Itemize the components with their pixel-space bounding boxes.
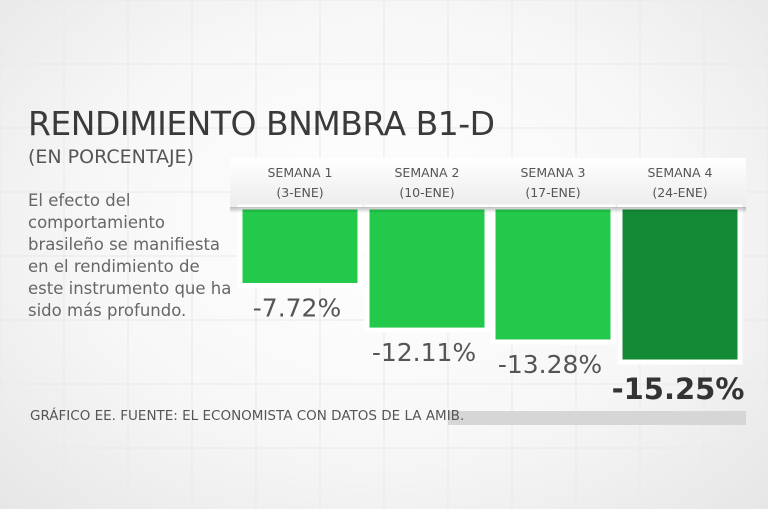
bar-week-1	[237, 204, 363, 288]
chart-title: RENDIMIENTO BNMBRA B1-D	[28, 104, 495, 143]
bar-week-4	[617, 204, 743, 365]
value-label-2: -12.11%	[372, 338, 476, 367]
value-label-1: -7.72%	[253, 293, 341, 322]
week-label-3: SEMANA 3	[521, 165, 586, 180]
week-header-strip	[230, 158, 746, 207]
week-label-2: SEMANA 2	[395, 165, 460, 180]
week-date-1: (3-ENE)	[276, 185, 323, 200]
week-date-2: (10-ENE)	[399, 185, 454, 200]
header-shadow	[230, 207, 746, 213]
week-label-1: SEMANA 1	[268, 165, 333, 180]
value-label-4: -15.25%	[612, 372, 745, 406]
value-label-3: -13.28%	[498, 350, 602, 379]
chart-description: El efecto del comportamiento brasileño s…	[28, 191, 232, 320]
chart-subtitle: (EN PORCENTAJE)	[28, 146, 194, 168]
week-label-4: SEMANA 4	[648, 165, 713, 180]
week-date-4: (24-ENE)	[652, 185, 707, 200]
footer-bar	[448, 411, 746, 425]
bar-week-2	[364, 204, 490, 333]
week-date-3: (17-ENE)	[525, 185, 580, 200]
bar-week-3	[490, 204, 616, 345]
source-note: GRÁFICO EE. FUENTE: EL ECONOMISTA CON DA…	[30, 408, 465, 424]
